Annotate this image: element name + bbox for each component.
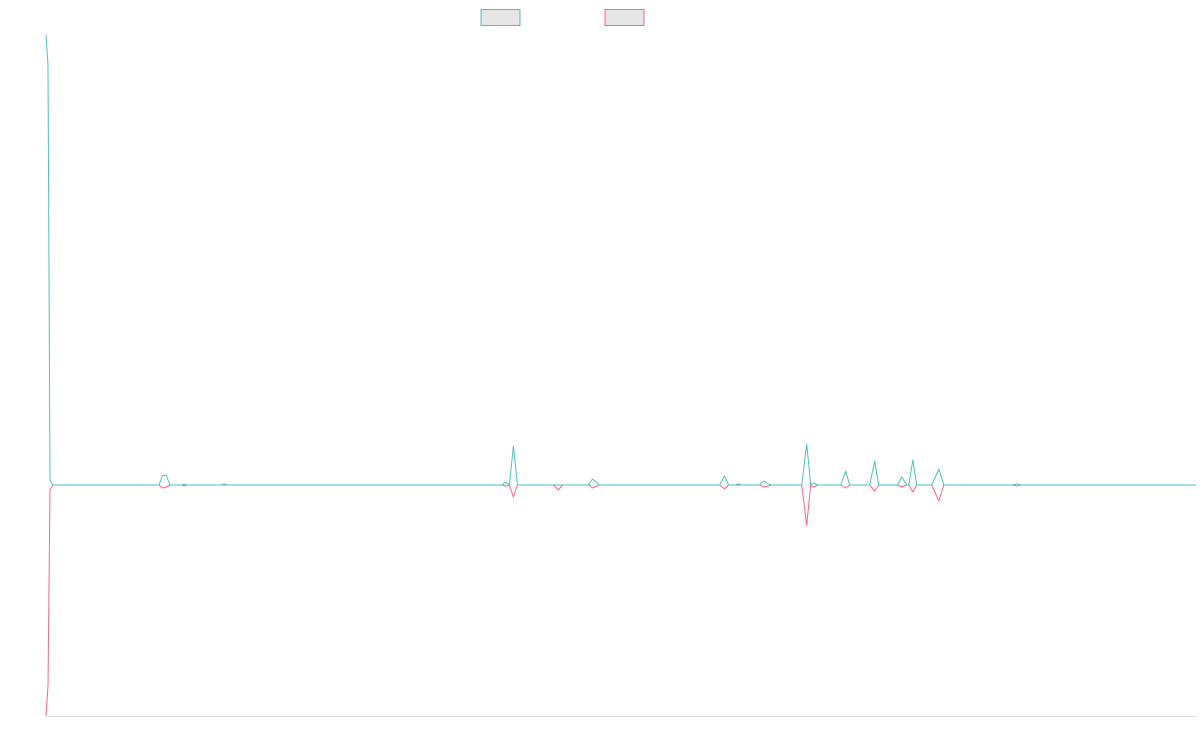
legend [480, 9, 645, 26]
series-line-1 [45, 34, 1196, 486]
legend-swatch-series-1[interactable] [480, 9, 521, 26]
plot-area [45, 34, 1196, 717]
series-line-2 [45, 484, 1196, 717]
legend-swatch-series-2[interactable] [604, 9, 645, 26]
